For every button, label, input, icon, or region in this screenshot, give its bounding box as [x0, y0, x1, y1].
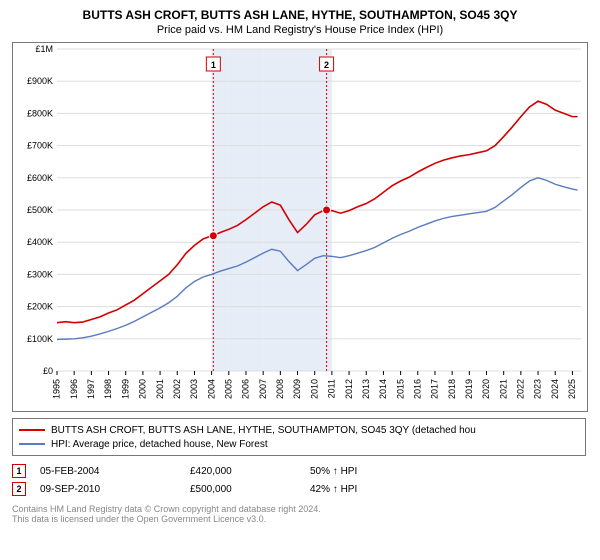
sale-dot — [209, 232, 217, 240]
x-tick-label: 1996 — [69, 379, 79, 399]
chart-plot-area: £0 £100K £200K £300K £400K £500K £600K £700K £80… — [12, 42, 588, 412]
x-tick-label: 1999 — [120, 379, 130, 399]
x-tick-label: 2005 — [224, 379, 234, 399]
y-tick-label: £100K — [27, 334, 53, 344]
x-tick-label: 2022 — [516, 379, 526, 399]
legend-row: BUTTS ASH CROFT, BUTTS ASH LANE, HYTHE, … — [19, 423, 579, 437]
sales-table: 1 05-FEB-2004£420,00050% ↑ HPI 2 09-SEP-201… — [12, 462, 588, 498]
sale-dot — [323, 206, 331, 214]
footer-attribution: Contains HM Land Registry data © Crown c… — [12, 504, 588, 524]
legend-swatch — [19, 443, 45, 445]
sale-row: 1 05-FEB-2004£420,00050% ↑ HPI — [12, 462, 588, 480]
legend-swatch — [19, 429, 45, 431]
x-tick-label: 2016 — [412, 379, 422, 399]
legend-row: HPI: Average price, detached house, New … — [19, 437, 579, 451]
x-tick-label: 2017 — [430, 379, 440, 399]
sale-hpi: 42% ↑ HPI — [310, 484, 430, 495]
sale-row: 2 09-SEP-2010£500,00042% ↑ HPI — [12, 480, 588, 498]
legend: BUTTS ASH CROFT, BUTTS ASH LANE, HYTHE, … — [12, 418, 586, 456]
x-tick-label: 2013 — [361, 379, 371, 399]
sale-date: 05-FEB-2004 — [40, 466, 190, 477]
x-tick-label: 2020 — [481, 379, 491, 399]
y-tick-label: £300K — [27, 269, 53, 279]
y-tick-label: £700K — [27, 141, 53, 151]
x-tick-label: 2012 — [344, 379, 354, 399]
sale-price: £500,000 — [190, 484, 310, 495]
x-tick-label: 2009 — [292, 379, 302, 399]
y-tick-label: £1M — [35, 44, 53, 54]
footer-line-2: This data is licensed under the Open Gov… — [12, 514, 588, 524]
y-tick-label: £900K — [27, 76, 53, 86]
x-tick-label: 1998 — [103, 379, 113, 399]
x-tick-label: 2015 — [395, 379, 405, 399]
chart-container: BUTTS ASH CROFT, BUTTS ASH LANE, HYTHE, … — [0, 0, 600, 530]
y-tick-label: £500K — [27, 205, 53, 215]
legend-label: BUTTS ASH CROFT, BUTTS ASH LANE, HYTHE, … — [51, 425, 476, 436]
x-tick-label: 2021 — [498, 379, 508, 399]
x-tick-label: 2001 — [155, 379, 165, 399]
y-tick-label: £0 — [43, 366, 53, 376]
sale-marker-label: 2 — [324, 60, 329, 70]
sale-marker-label: 1 — [211, 60, 216, 70]
sale-hpi: 50% ↑ HPI — [310, 466, 430, 477]
x-tick-label: 2006 — [241, 379, 251, 399]
sale-marker-box: 1 — [12, 464, 26, 478]
legend-label: HPI: Average price, detached house, New … — [51, 439, 268, 450]
sale-marker-box: 2 — [12, 482, 26, 496]
chart-subtitle: Price paid vs. HM Land Registry's House … — [12, 24, 588, 36]
x-tick-label: 1995 — [52, 379, 62, 399]
x-tick-label: 2008 — [275, 379, 285, 399]
chart-title: BUTTS ASH CROFT, BUTTS ASH LANE, HYTHE, … — [12, 8, 588, 22]
x-tick-label: 2007 — [258, 379, 268, 399]
x-tick-label: 2023 — [533, 379, 543, 399]
y-tick-label: £400K — [27, 237, 53, 247]
x-tick-label: 2025 — [567, 379, 577, 399]
x-tick-label: 2004 — [206, 379, 216, 399]
x-tick-label: 2018 — [447, 379, 457, 399]
footer-line-1: Contains HM Land Registry data © Crown c… — [12, 504, 588, 514]
x-tick-label: 2019 — [464, 379, 474, 399]
y-tick-label: £200K — [27, 302, 53, 312]
y-tick-label: £600K — [27, 173, 53, 183]
x-tick-label: 2024 — [550, 379, 560, 399]
sale-price: £420,000 — [190, 466, 310, 477]
x-tick-label: 1997 — [86, 379, 96, 399]
x-tick-label: 2003 — [189, 379, 199, 399]
x-tick-label: 2014 — [378, 379, 388, 399]
x-tick-label: 2002 — [172, 379, 182, 399]
y-tick-label: £800K — [27, 108, 53, 118]
chart-svg: £0 £100K £200K £300K £400K £500K £600K £700K £80… — [13, 43, 587, 411]
x-tick-label: 2000 — [138, 379, 148, 399]
x-tick-label: 2010 — [309, 379, 319, 399]
sale-date: 09-SEP-2010 — [40, 484, 190, 495]
x-tick-label: 2011 — [327, 379, 337, 398]
